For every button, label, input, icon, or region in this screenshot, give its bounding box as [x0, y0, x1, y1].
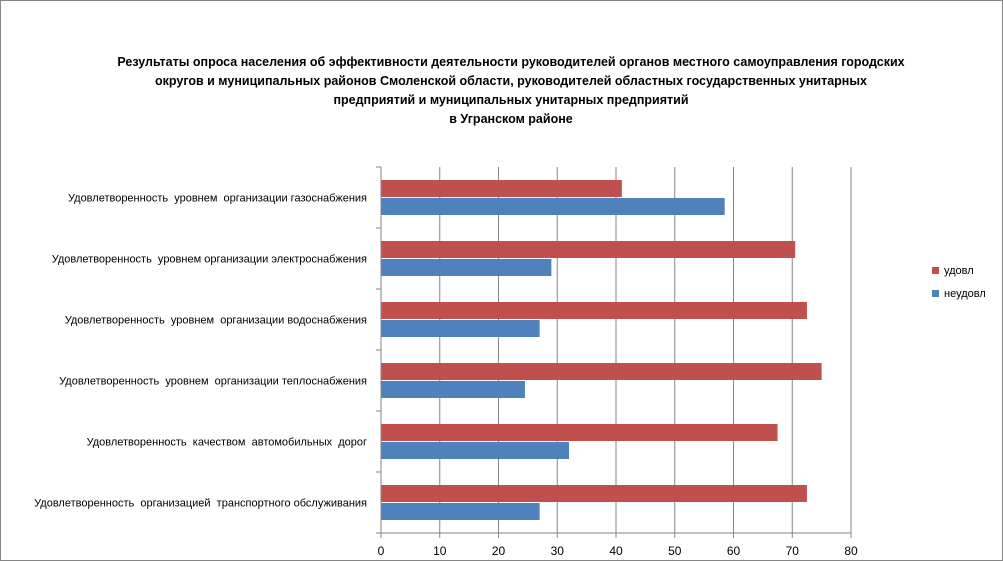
bar-udovl [381, 241, 796, 258]
category-label: Удовлетворенность организацией транспорт… [34, 498, 367, 510]
x-tick-label: 60 [727, 544, 741, 558]
legend-swatch [932, 267, 939, 274]
x-tick-label: 80 [844, 544, 858, 558]
bar-neudovl [381, 198, 725, 215]
x-tick-label: 0 [378, 544, 385, 558]
category-label: Удовлетворенность уровнем организации га… [68, 193, 367, 205]
legend-label: удовл [944, 265, 974, 277]
bar-neudovl [381, 442, 569, 459]
category-labels: Удовлетворенность уровнем организации га… [34, 193, 367, 510]
chart-title-line: в Угранском районе [449, 112, 573, 126]
x-tick-label: 20 [492, 544, 506, 558]
x-tick-labels: 0 10 20 30 40 50 60 70 80 [378, 544, 858, 558]
bar-udovl [381, 485, 807, 502]
bars [381, 180, 822, 520]
x-tick-label: 50 [668, 544, 682, 558]
chart-title-line: Результаты опроса населения об эффективн… [117, 55, 905, 69]
bar-udovl [381, 424, 778, 441]
x-tick-label: 10 [433, 544, 447, 558]
chart-title: Результаты опроса населения об эффективн… [61, 53, 961, 129]
bar-udovl [381, 363, 822, 380]
category-label: Удовлетворенность уровнем организации во… [65, 315, 367, 327]
bar-udovl [381, 180, 622, 197]
bar-neudovl [381, 503, 540, 520]
legend: удовл неудовл [932, 265, 986, 300]
legend-swatch [932, 290, 939, 297]
bar-neudovl [381, 320, 540, 337]
legend-label: неудовл [944, 288, 986, 300]
chart-title-line: предприятий и муниципальных унитарных пр… [333, 93, 689, 107]
x-tick-label: 70 [786, 544, 800, 558]
bar-neudovl [381, 381, 525, 398]
grid-lines [439, 167, 852, 533]
axes [376, 166, 852, 538]
x-tick-label: 40 [609, 544, 623, 558]
bar-neudovl [381, 259, 552, 276]
x-tick-label: 30 [551, 544, 565, 558]
category-label: Удовлетворенность уровнем организации те… [59, 376, 367, 388]
category-label: Удовлетворенность качеством автомобильны… [87, 437, 367, 449]
chart-title-line: округов и муниципальных районов Смоленск… [155, 74, 867, 88]
bar-udovl [381, 302, 807, 319]
category-label: Удовлетворенность уровнем организации эл… [52, 254, 367, 266]
